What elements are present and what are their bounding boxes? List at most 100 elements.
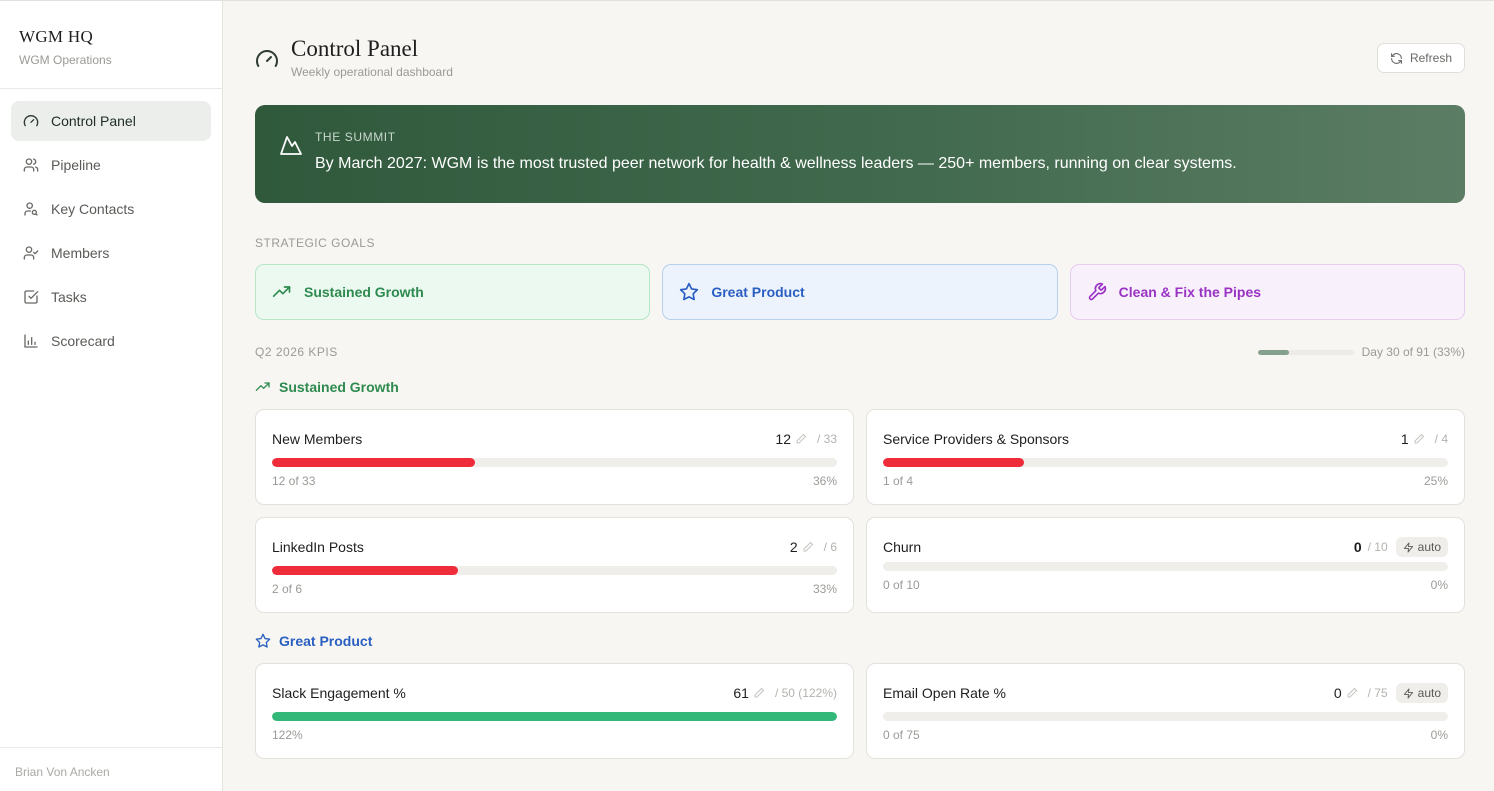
- pencil-icon[interactable]: [753, 687, 765, 699]
- sidebar-item-control-panel[interactable]: Control Panel: [11, 101, 211, 141]
- kpi-card-slack-engagement: Slack Engagement % 61 / 50 (122%) 122%: [255, 663, 854, 759]
- kpi-progress-fill: [272, 566, 459, 575]
- lightning-icon: [1403, 687, 1413, 699]
- kpi-progress-bar: [883, 562, 1448, 571]
- kpi-target: / 4: [1434, 432, 1448, 446]
- kpi-progress-count: 2 of 6: [272, 582, 303, 596]
- sidebar-item-members[interactable]: Members: [11, 233, 211, 273]
- kpi-progress-bar: [272, 458, 837, 467]
- goal-sustained-growth[interactable]: Sustained Growth: [255, 264, 651, 320]
- sidebar-item-label: Control Panel: [51, 113, 136, 129]
- summit-banner: THE SUMMIT By March 2027: WGM is the mos…: [255, 105, 1465, 203]
- brand-subtitle: WGM Operations: [19, 53, 112, 67]
- kpi-progress-count: 0 of 75: [883, 728, 920, 742]
- user-search-icon: [24, 202, 38, 216]
- sidebar-item-scorecard[interactable]: Scorecard: [11, 321, 211, 361]
- goal-label: Clean & Fix the Pipes: [1118, 284, 1262, 300]
- kpi-value[interactable]: 61: [733, 685, 749, 701]
- kpi-grid-sustained-growth: New Members 12 / 33 12 of 33 36% Service…: [255, 409, 1465, 613]
- kpi-target: / 50 (122%): [774, 686, 837, 700]
- kpi-progress-count: 0 of 10: [883, 578, 920, 592]
- sidebar-item-label: Tasks: [51, 289, 87, 305]
- kpi-card-email-open-rate: Email Open Rate % 0 / 75 auto 0 of 75 0: [866, 663, 1465, 759]
- kpi-name: Service Providers & Sponsors: [883, 431, 1069, 447]
- trending-up-icon: [255, 382, 270, 391]
- summit-label: THE SUMMIT: [315, 130, 396, 144]
- main-content: Control Panel Weekly operational dashboa…: [223, 1, 1494, 791]
- kpi-card-linkedin-posts: LinkedIn Posts 2 / 6 2 of 6 33%: [255, 517, 854, 613]
- kpi-target: / 6: [823, 540, 837, 554]
- kpi-target: / 33: [816, 432, 837, 446]
- pencil-icon[interactable]: [1346, 687, 1358, 699]
- kpi-grid-great-product: Slack Engagement % 61 / 50 (122%) 122% E…: [255, 663, 1465, 759]
- sidebar-footer-user: Brian Von Ancken: [0, 747, 222, 791]
- goal-label: Great Product: [711, 284, 805, 300]
- kpi-group-title: Great Product: [279, 633, 373, 649]
- page-title: Control Panel: [291, 36, 419, 61]
- kpi-name: Churn: [883, 539, 922, 555]
- gauge-icon: [256, 50, 278, 67]
- refresh-label: Refresh: [1409, 51, 1452, 65]
- refresh-button[interactable]: Refresh: [1376, 43, 1465, 73]
- kpi-card-churn: Churn 0 / 10 auto 0 of 10 0%: [866, 517, 1465, 613]
- kpi-group-sustained-growth: Sustained Growth: [255, 379, 1465, 395]
- goal-label: Sustained Growth: [304, 284, 424, 300]
- user-check-icon: [23, 246, 39, 260]
- kpi-progress-bar: [883, 458, 1448, 467]
- kpi-progress-count: 1 of 4: [883, 474, 914, 488]
- kpi-progress-fill: [272, 458, 476, 467]
- bar-chart-icon: [24, 334, 38, 348]
- kpi-section-label: Q2 2026 KPIS: [255, 345, 338, 359]
- sidebar-item-tasks[interactable]: Tasks: [11, 277, 211, 317]
- pencil-icon[interactable]: [802, 541, 814, 553]
- kpi-name: Slack Engagement %: [272, 685, 406, 701]
- auto-badge-label: auto: [1417, 686, 1441, 700]
- trending-up-icon: [272, 286, 291, 297]
- summit-text: By March 2027: WGM is the most trusted p…: [315, 155, 1237, 172]
- kpi-value[interactable]: 12: [775, 431, 791, 447]
- mountain-icon: [280, 136, 302, 155]
- quarter-progress-text: Day 30 of 91 (33%): [1361, 345, 1465, 359]
- pencil-icon[interactable]: [795, 433, 807, 445]
- sidebar-item-label: Scorecard: [51, 333, 115, 349]
- kpi-card-service-providers: Service Providers & Sponsors 1 / 4 1 of …: [866, 409, 1465, 505]
- sidebar: WGM HQ WGM Operations Control Panel Pipe…: [0, 1, 223, 791]
- sidebar-item-key-contacts[interactable]: Key Contacts: [11, 189, 211, 229]
- auto-badge: auto: [1395, 683, 1448, 703]
- kpi-progress-bar: [272, 566, 837, 575]
- kpi-value[interactable]: 0: [1333, 685, 1342, 701]
- kpi-progress-count: 12 of 33: [272, 474, 316, 488]
- sidebar-item-label: Pipeline: [51, 157, 101, 173]
- checkbox-icon: [24, 290, 39, 304]
- kpi-progress-percent: 122%: [272, 728, 303, 742]
- kpi-value: 0: [1353, 539, 1362, 555]
- goal-clean-fix-pipes[interactable]: Clean & Fix the Pipes: [1069, 264, 1465, 320]
- sidebar-item-pipeline[interactable]: Pipeline: [11, 145, 211, 185]
- pencil-icon[interactable]: [1413, 433, 1425, 445]
- star-icon: [255, 633, 271, 648]
- quarter-progress: Day 30 of 91 (33%): [1257, 345, 1465, 359]
- kpi-name: New Members: [272, 431, 363, 447]
- goal-great-product[interactable]: Great Product: [662, 264, 1058, 320]
- kpi-progress-percent: 25%: [1423, 474, 1448, 488]
- kpi-value[interactable]: 1: [1400, 431, 1409, 447]
- kpi-progress-percent: 33%: [812, 582, 837, 596]
- quarter-progress-fill: [1257, 349, 1290, 355]
- kpi-name: Email Open Rate %: [883, 685, 1006, 701]
- gauge-icon: [23, 115, 39, 127]
- wrench-icon: [1088, 282, 1106, 301]
- lightning-icon: [1403, 541, 1413, 553]
- kpi-value[interactable]: 2: [789, 539, 798, 555]
- kpi-target: / 10: [1367, 540, 1388, 554]
- kpi-header: Q2 2026 KPIS Day 30 of 91 (33%): [255, 345, 1465, 359]
- kpi-progress-fill: [272, 712, 837, 721]
- brand: WGM HQ WGM Operations: [0, 1, 222, 89]
- kpi-progress-bar: [272, 712, 837, 721]
- auto-badge-label: auto: [1417, 540, 1441, 554]
- kpi-progress-percent: 36%: [812, 474, 837, 488]
- kpi-progress-percent: 0%: [1430, 578, 1448, 592]
- strategic-goals: Sustained Growth Great Product Clean & F…: [255, 264, 1465, 320]
- kpi-card-new-members: New Members 12 / 33 12 of 33 36%: [255, 409, 854, 505]
- quarter-progress-bar: [1257, 349, 1354, 355]
